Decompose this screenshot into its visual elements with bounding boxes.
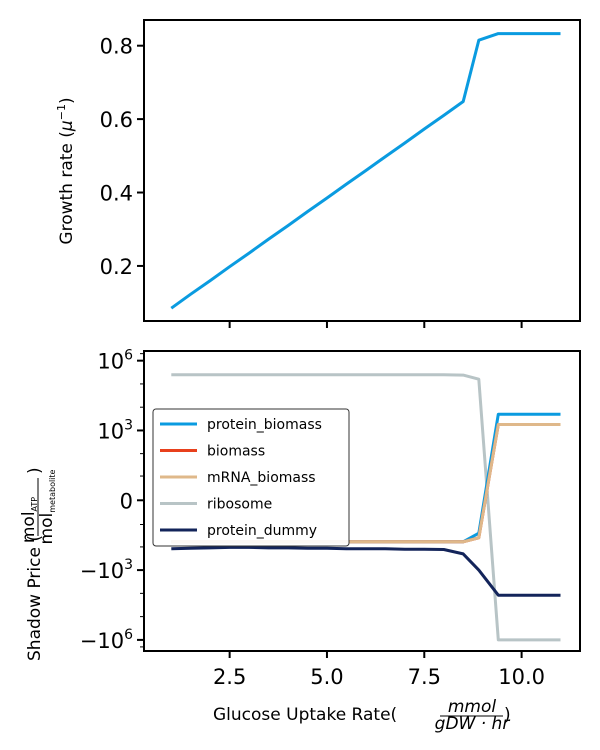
series-line-protein_dummy [171, 545, 561, 597]
svg-text:Shadow Price (: Shadow Price ( [25, 535, 45, 661]
shadow-price-y-axis-label: Shadow Price ( molATP molmetabolite ) [19, 467, 57, 661]
shadow-price-y-tick-label: 0 [120, 489, 133, 513]
growth-rate-chart: 0.2 0.4 0.6 0.8 Growth rate (μ−1) [55, 19, 581, 328]
shadow-price-x-tick-label: 2.5 [213, 665, 246, 689]
svg-text:molATP: molATP [19, 497, 39, 543]
growth-rate-y-ticks: 0.2 0.4 0.6 0.8 [100, 35, 144, 279]
growth-rate-plot-frame [143, 19, 581, 322]
legend-label-protein_biomass: protein_biomass [207, 417, 322, 433]
growth-rate-x-ticks [228, 321, 523, 328]
svg-text:Glucose Uptake Rate(: Glucose Uptake Rate( [213, 705, 397, 725]
shadow-price-x-tick-label: 7.5 [408, 665, 441, 689]
shadow-price-x-tick-label: 10.0 [498, 665, 545, 689]
svg-text:gDW · hr: gDW · hr [435, 714, 511, 734]
shadow-price-y-tick-label: −106 [80, 627, 133, 653]
growth-rate-y-tick-label: 0.4 [100, 182, 133, 206]
legend-label-mRNA_biomass: mRNA_biomass [207, 470, 316, 486]
shadow-price-chart: 106 103 0 −103 −106 2.5 5.0 7.5 10.0 Shadow Pri… [19, 348, 581, 734]
growth-rate-y-axis-label: Growth rate (μ−1) [55, 97, 77, 244]
shadow-price-y-ticks: 106 103 0 −103 −106 [80, 348, 144, 653]
legend-label-biomass: biomass [207, 444, 265, 460]
svg-text:molmetabolite: molmetabolite [37, 469, 57, 544]
svg-text:): ) [25, 467, 45, 474]
shadow-price-y-tick-label: −103 [80, 557, 133, 583]
shadow-price-x-tick-label: 5.0 [310, 665, 343, 689]
series-line-ribosome [171, 373, 561, 642]
legend-label-protein_dummy: protein_dummy [207, 523, 317, 539]
growth-rate-y-tick-label: 0.6 [100, 108, 133, 132]
shadow-price-x-axis-label: Glucose Uptake Rate( mmol gDW · hr ) [213, 697, 511, 734]
growth-rate-y-tick-label: 0.2 [100, 255, 133, 279]
growth-rate-series-line [170, 32, 561, 310]
growth-rate-lines [170, 32, 561, 310]
shadow-price-y-tick-label: 103 [97, 417, 133, 443]
legend-label-ribosome: ribosome [207, 497, 272, 513]
svg-text:): ) [504, 705, 511, 725]
svg-text:mmol: mmol [448, 697, 497, 717]
growth-rate-y-tick-label: 0.8 [100, 35, 133, 59]
shadow-price-y-tick-label: 106 [97, 348, 133, 374]
legend-box [152, 408, 350, 547]
shadow-price-x-ticks: 2.5 5.0 7.5 10.0 [213, 651, 545, 689]
